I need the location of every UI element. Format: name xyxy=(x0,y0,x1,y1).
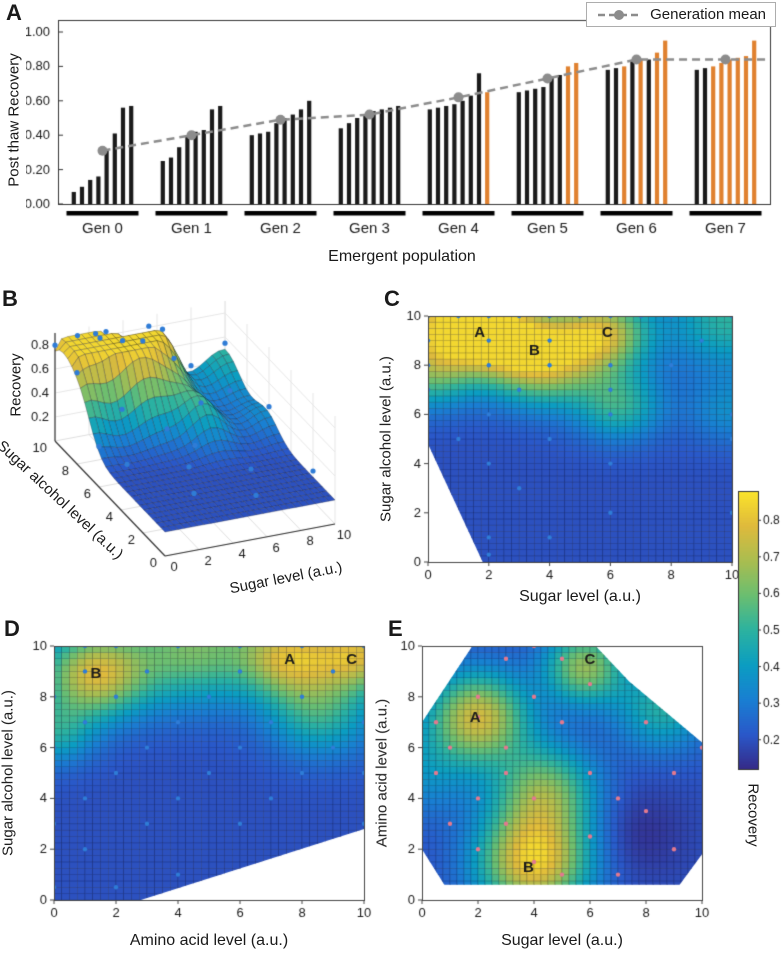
panel-e-ylabel: Amino acid level (a.u.) xyxy=(373,698,391,848)
panel-a: A Post thaw Recovery Emergent population… xyxy=(0,0,782,286)
panel-a-label: A xyxy=(6,0,22,25)
panel-c-ylabel: Sugar alcohol level (a.u.) xyxy=(377,356,395,522)
panel-b-surface-chart xyxy=(5,298,385,603)
panel-b: B Recovery Sugar alcohol level (a.u.) Su… xyxy=(0,288,394,618)
legend-mean-line-icon xyxy=(598,9,641,20)
panel-d-heatmap xyxy=(14,628,378,938)
panel-d-xlabel: Amino acid level (a.u.) xyxy=(129,932,289,949)
panel-d-ylabel: Sugar alcohol level (a.u.) xyxy=(0,690,17,856)
legend-generation-mean: Generation mean xyxy=(586,2,776,27)
legend-label: Generation mean xyxy=(650,6,766,23)
panel-a-bar-chart xyxy=(26,2,782,254)
panel-a-xlabel: Emergent population xyxy=(328,248,476,265)
panel-c: C Sugar alcohol level (a.u.) Sugar level… xyxy=(377,288,780,618)
panel-b-zlabel: Recovery xyxy=(7,353,25,417)
colorbar xyxy=(736,475,782,787)
panel-c-heatmap xyxy=(392,300,740,592)
panel-e: E Amino acid level (a.u.) Sugar level (a… xyxy=(374,618,748,975)
panel-d: D Sugar alcohol level (a.u.) Amino acid … xyxy=(0,618,385,975)
colorbar-strip xyxy=(736,481,782,781)
panel-c-xlabel: Sugar level (a.u.) xyxy=(519,588,641,605)
panel-e-heatmap xyxy=(386,628,716,938)
panel-e-xlabel: Sugar level (a.u.) xyxy=(501,932,623,949)
panel-a-ylabel: Post thaw Recovery xyxy=(5,53,23,187)
